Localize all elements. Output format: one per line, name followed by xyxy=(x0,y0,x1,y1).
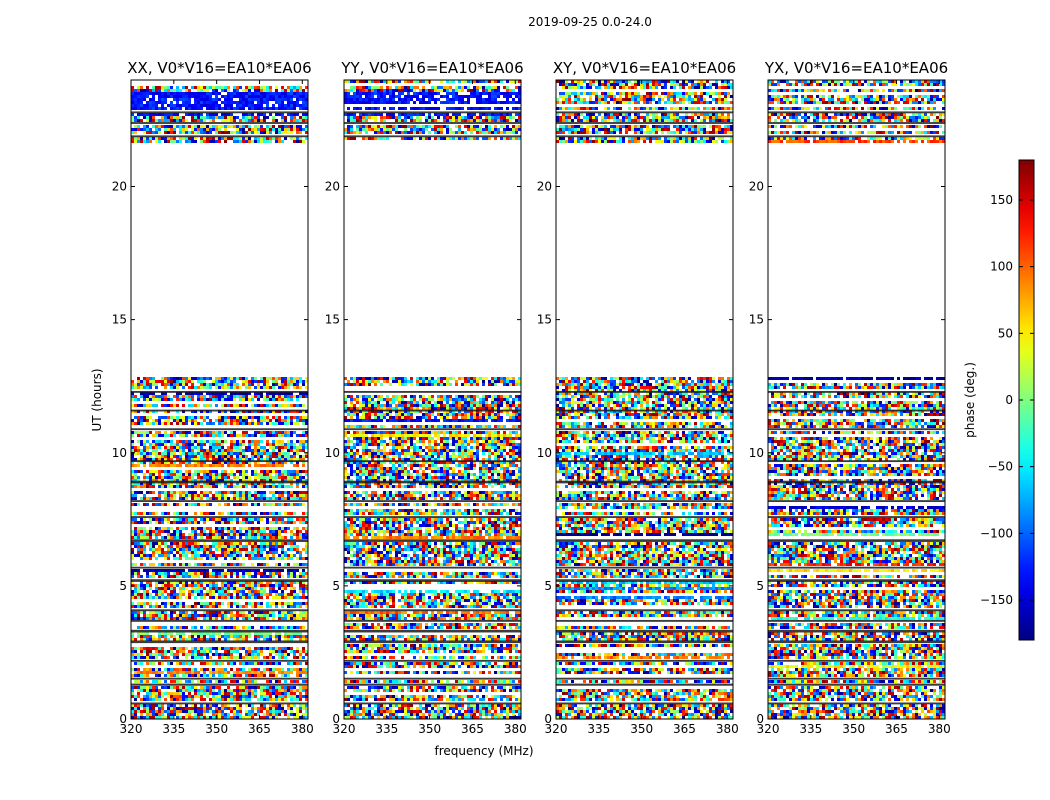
x-tick-label-1-350: 350 xyxy=(418,722,441,736)
y-tick-label-1-10: 10 xyxy=(325,446,340,460)
y-tick-label-0-5: 5 xyxy=(119,579,127,593)
phase-heatmap-2 xyxy=(556,80,733,719)
panel-frame-2 xyxy=(555,79,734,720)
y-tick-label-2-0: 0 xyxy=(544,712,552,726)
y-tick-label-1-0: 0 xyxy=(332,712,340,726)
colorbar-tick-label-150: 150 xyxy=(990,193,1013,207)
x-tick-label-2-350: 350 xyxy=(630,722,653,736)
y-tick-label-2-20: 20 xyxy=(537,180,552,194)
panel-frame-1 xyxy=(343,79,522,720)
x-tick-label-3-320: 320 xyxy=(757,722,780,736)
y-tick-label-0-20: 20 xyxy=(112,180,127,194)
x-tick-label-1-365: 365 xyxy=(461,722,484,736)
y-tick-label-1-20: 20 xyxy=(325,180,340,194)
x-tick-label-2-335: 335 xyxy=(587,722,610,736)
y-tick-label-0-10: 10 xyxy=(112,446,127,460)
x-tick-label-0-365: 365 xyxy=(248,722,271,736)
colorbar-tick-label-100: 100 xyxy=(990,260,1013,274)
panel-0: XX, V0*V16=EA10*EA06 320 335 350 365 380 0 5 10 1… xyxy=(112,59,314,736)
x-tick-label-3-365: 365 xyxy=(885,722,908,736)
colorbar: −150 −100 −50 0 50 100 150 phase (deg.) xyxy=(963,159,1035,641)
panel-title-2: XY, V0*V16=EA10*EA06 xyxy=(553,59,736,77)
x-tick-label-0-350: 350 xyxy=(205,722,228,736)
colorbar-label: phase (deg.) xyxy=(963,362,977,438)
phase-heatmap-1 xyxy=(344,80,521,719)
y-tick-label-2-10: 10 xyxy=(537,446,552,460)
panel-title-3: YX, V0*V16=EA10*EA06 xyxy=(764,59,948,77)
y-tick-label-1-5: 5 xyxy=(332,579,340,593)
y-tick-label-1-15: 15 xyxy=(325,313,340,327)
x-tick-label-0-335: 335 xyxy=(162,722,185,736)
panel-frame-3 xyxy=(767,79,946,720)
panel-title-1: YY, V0*V16=EA10*EA06 xyxy=(340,59,523,77)
x-tick-label-3-380: 380 xyxy=(928,722,951,736)
panel-frame-0 xyxy=(130,79,309,720)
colorbar-tick-label--150: −150 xyxy=(980,593,1013,607)
phase-heatmap-0 xyxy=(131,86,308,719)
y-axis-label: UT (hours) xyxy=(90,368,104,431)
x-tick-label-0-320: 320 xyxy=(120,722,143,736)
panel-2: XY, V0*V16=EA10*EA06 320 335 350 365 380 0 5 10 1… xyxy=(537,59,739,736)
x-tick-label-1-320: 320 xyxy=(333,722,356,736)
x-tick-label-3-335: 335 xyxy=(799,722,822,736)
y-tick-label-2-5: 5 xyxy=(544,579,552,593)
x-tick-label-1-380: 380 xyxy=(504,722,527,736)
colorbar-tick-label--100: −100 xyxy=(980,526,1013,540)
x-tick-label-2-380: 380 xyxy=(716,722,739,736)
y-tick-label-3-15: 15 xyxy=(749,313,764,327)
panels-group: XX, V0*V16=EA10*EA06 320 335 350 365 380 0 5 10 1… xyxy=(112,59,951,736)
figure-title: 2019-09-25 0.0-24.0 xyxy=(528,15,652,29)
colorbar-tick-label-0: 0 xyxy=(1005,393,1013,407)
x-tick-label-3-350: 350 xyxy=(842,722,865,736)
colorbar-tick-label--50: −50 xyxy=(988,460,1013,474)
panel-3: YX, V0*V16=EA10*EA06 320 335 350 365 380 0 5 10 1… xyxy=(749,59,951,736)
panel-1: YY, V0*V16=EA10*EA06 320 335 350 365 380 0 5 10 1… xyxy=(325,59,527,736)
x-tick-label-1-335: 335 xyxy=(375,722,398,736)
y-tick-label-3-20: 20 xyxy=(749,180,764,194)
x-tick-label-2-320: 320 xyxy=(545,722,568,736)
phase-heatmap-3 xyxy=(768,80,945,719)
x-tick-label-2-365: 365 xyxy=(673,722,696,736)
y-tick-label-3-5: 5 xyxy=(756,579,764,593)
y-tick-label-2-15: 15 xyxy=(537,313,552,327)
y-tick-label-0-0: 0 xyxy=(119,712,127,726)
x-tick-label-0-380: 380 xyxy=(291,722,314,736)
colorbar-tick-label-50: 50 xyxy=(998,326,1013,340)
y-tick-label-3-0: 0 xyxy=(756,712,764,726)
y-tick-label-3-10: 10 xyxy=(749,446,764,460)
panel-title-0: XX, V0*V16=EA10*EA06 xyxy=(127,59,311,77)
x-axis-label: frequency (MHz) xyxy=(434,744,533,758)
y-tick-label-0-15: 15 xyxy=(112,313,127,327)
